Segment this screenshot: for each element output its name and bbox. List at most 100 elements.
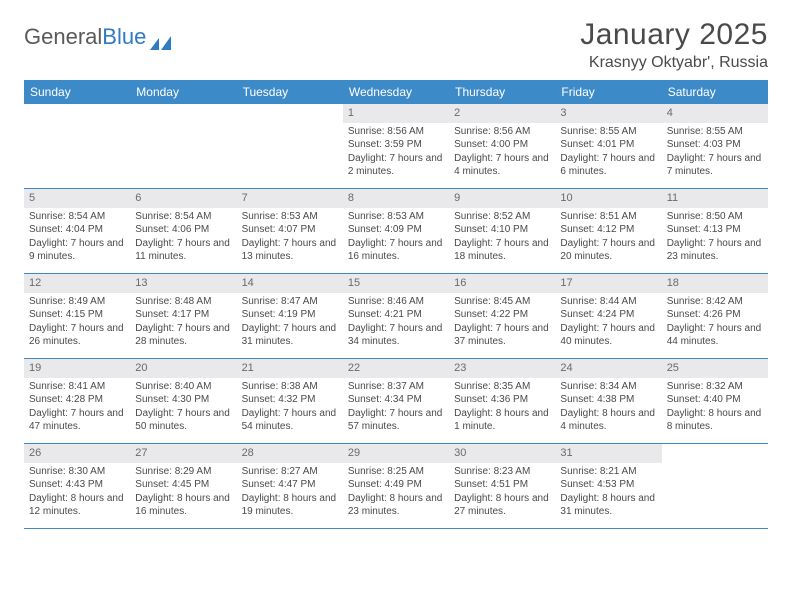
daylight-line: Daylight: 7 hours and 13 minutes. (242, 237, 338, 264)
day-cell: 5Sunrise: 8:54 AMSunset: 4:04 PMDaylight… (24, 189, 130, 273)
day-cell-empty (237, 104, 343, 188)
day-number: 16 (449, 274, 555, 293)
sunset-line: Sunset: 4:53 PM (560, 478, 656, 492)
day-body: Sunrise: 8:46 AMSunset: 4:21 PMDaylight:… (343, 293, 449, 353)
day-body: Sunrise: 8:45 AMSunset: 4:22 PMDaylight:… (449, 293, 555, 353)
sunrise-line: Sunrise: 8:45 AM (454, 295, 550, 309)
day-cell: 1Sunrise: 8:56 AMSunset: 3:59 PMDaylight… (343, 104, 449, 188)
daylight-line: Daylight: 7 hours and 37 minutes. (454, 322, 550, 349)
day-number: 21 (237, 359, 343, 378)
sunrise-line: Sunrise: 8:52 AM (454, 210, 550, 224)
daylight-line: Daylight: 8 hours and 1 minute. (454, 407, 550, 434)
sunset-line: Sunset: 4:22 PM (454, 308, 550, 322)
day-body: Sunrise: 8:42 AMSunset: 4:26 PMDaylight:… (662, 293, 768, 353)
sunrise-line: Sunrise: 8:40 AM (135, 380, 231, 394)
sunrise-line: Sunrise: 8:55 AM (560, 125, 656, 139)
day-cell: 20Sunrise: 8:40 AMSunset: 4:30 PMDayligh… (130, 359, 236, 443)
day-cell-empty (130, 104, 236, 188)
day-cell: 7Sunrise: 8:53 AMSunset: 4:07 PMDaylight… (237, 189, 343, 273)
day-number: 9 (449, 189, 555, 208)
day-number: 11 (662, 189, 768, 208)
day-number: 27 (130, 444, 236, 463)
sunrise-line: Sunrise: 8:51 AM (560, 210, 656, 224)
dow-wednesday: Wednesday (343, 80, 449, 104)
day-cell: 11Sunrise: 8:50 AMSunset: 4:13 PMDayligh… (662, 189, 768, 273)
day-body: Sunrise: 8:56 AMSunset: 4:00 PMDaylight:… (449, 123, 555, 183)
daylight-line: Daylight: 7 hours and 28 minutes. (135, 322, 231, 349)
daylight-line: Daylight: 8 hours and 31 minutes. (560, 492, 656, 519)
day-number: 12 (24, 274, 130, 293)
day-number: 30 (449, 444, 555, 463)
sunrise-line: Sunrise: 8:32 AM (667, 380, 763, 394)
daylight-line: Daylight: 7 hours and 9 minutes. (29, 237, 125, 264)
daylight-line: Daylight: 8 hours and 23 minutes. (348, 492, 444, 519)
sunset-line: Sunset: 4:45 PM (135, 478, 231, 492)
daylight-line: Daylight: 8 hours and 16 minutes. (135, 492, 231, 519)
day-cell: 9Sunrise: 8:52 AMSunset: 4:10 PMDaylight… (449, 189, 555, 273)
day-body: Sunrise: 8:55 AMSunset: 4:01 PMDaylight:… (555, 123, 661, 183)
day-number: 6 (130, 189, 236, 208)
daylight-line: Daylight: 7 hours and 2 minutes. (348, 152, 444, 179)
day-body: Sunrise: 8:54 AMSunset: 4:06 PMDaylight:… (130, 208, 236, 268)
day-number: 2 (449, 104, 555, 123)
day-cell: 28Sunrise: 8:27 AMSunset: 4:47 PMDayligh… (237, 444, 343, 528)
sunrise-line: Sunrise: 8:21 AM (560, 465, 656, 479)
daylight-line: Daylight: 7 hours and 47 minutes. (29, 407, 125, 434)
day-cell: 18Sunrise: 8:42 AMSunset: 4:26 PMDayligh… (662, 274, 768, 358)
daylight-line: Daylight: 7 hours and 23 minutes. (667, 237, 763, 264)
sunset-line: Sunset: 4:28 PM (29, 393, 125, 407)
sunset-line: Sunset: 4:04 PM (29, 223, 125, 237)
dow-friday: Friday (555, 80, 661, 104)
day-body: Sunrise: 8:52 AMSunset: 4:10 PMDaylight:… (449, 208, 555, 268)
day-cell: 31 Sunrise: 8:21 AMSunset: 4:53 PMDayligh… (555, 444, 661, 528)
dow-thursday: Thursday (449, 80, 555, 104)
sunrise-line: Sunrise: 8:44 AM (560, 295, 656, 309)
sunrise-line: Sunrise: 8:50 AM (667, 210, 763, 224)
day-number: 31 (555, 444, 661, 463)
sunrise-line: Sunrise: 8:35 AM (454, 380, 550, 394)
location-label: Krasnyy Oktyabr', Russia (580, 54, 768, 72)
sunset-line: Sunset: 4:43 PM (29, 478, 125, 492)
day-number: 19 (24, 359, 130, 378)
day-cell: 25 Sunrise: 8:32 AMSunset: 4:40 PMDayligh… (662, 359, 768, 443)
sunrise-line: Sunrise: 8:47 AM (242, 295, 338, 309)
page-header: GeneralBlue January 2025 Krasnyy Oktyabr… (24, 18, 768, 72)
day-body: Sunrise: 8:37 AMSunset: 4:34 PMDaylight:… (343, 378, 449, 438)
day-cell: 17Sunrise: 8:44 AMSunset: 4:24 PMDayligh… (555, 274, 661, 358)
day-body: Sunrise: 8:27 AMSunset: 4:47 PMDaylight:… (237, 463, 343, 523)
day-cell-empty (24, 104, 130, 188)
sunset-line: Sunset: 4:40 PM (667, 393, 763, 407)
day-cell: 29Sunrise: 8:25 AMSunset: 4:49 PMDayligh… (343, 444, 449, 528)
day-number: 28 (237, 444, 343, 463)
day-cell: 30Sunrise: 8:23 AMSunset: 4:51 PMDayligh… (449, 444, 555, 528)
week-row: 26Sunrise: 8:30 AMSunset: 4:43 PMDayligh… (24, 444, 768, 529)
sunrise-line: Sunrise: 8:53 AM (348, 210, 444, 224)
daylight-line: Daylight: 8 hours and 12 minutes. (29, 492, 125, 519)
day-body: Sunrise: 8:41 AMSunset: 4:28 PMDaylight:… (24, 378, 130, 438)
day-body: Sunrise: 8:38 AMSunset: 4:32 PMDaylight:… (237, 378, 343, 438)
daylight-line: Daylight: 8 hours and 4 minutes. (560, 407, 656, 434)
sunset-line: Sunset: 4:34 PM (348, 393, 444, 407)
day-body: Sunrise: 8:35 AMSunset: 4:36 PMDaylight:… (449, 378, 555, 438)
sunrise-line: Sunrise: 8:27 AM (242, 465, 338, 479)
daylight-line: Daylight: 7 hours and 44 minutes. (667, 322, 763, 349)
sunrise-line: Sunrise: 8:54 AM (29, 210, 125, 224)
sunset-line: Sunset: 4:00 PM (454, 138, 550, 152)
day-cell: 12Sunrise: 8:49 AMSunset: 4:15 PMDayligh… (24, 274, 130, 358)
daylight-line: Daylight: 8 hours and 8 minutes. (667, 407, 763, 434)
sunset-line: Sunset: 4:17 PM (135, 308, 231, 322)
daylight-line: Daylight: 8 hours and 27 minutes. (454, 492, 550, 519)
day-number: 15 (343, 274, 449, 293)
day-number: 14 (237, 274, 343, 293)
day-number: 25 (662, 359, 768, 378)
calendar-grid: SundayMondayTuesdayWednesdayThursdayFrid… (24, 80, 768, 529)
daylight-line: Daylight: 7 hours and 57 minutes. (348, 407, 444, 434)
sunrise-line: Sunrise: 8:42 AM (667, 295, 763, 309)
day-cell: 21Sunrise: 8:38 AMSunset: 4:32 PMDayligh… (237, 359, 343, 443)
month-title: January 2025 (580, 18, 768, 52)
daylight-line: Daylight: 7 hours and 54 minutes. (242, 407, 338, 434)
day-of-week-header: SundayMondayTuesdayWednesdayThursdayFrid… (24, 80, 768, 104)
day-body: Sunrise: 8:40 AMSunset: 4:30 PMDaylight:… (130, 378, 236, 438)
logo-sail-icon (150, 30, 172, 44)
day-body: Sunrise: 8:53 AMSunset: 4:07 PMDaylight:… (237, 208, 343, 268)
